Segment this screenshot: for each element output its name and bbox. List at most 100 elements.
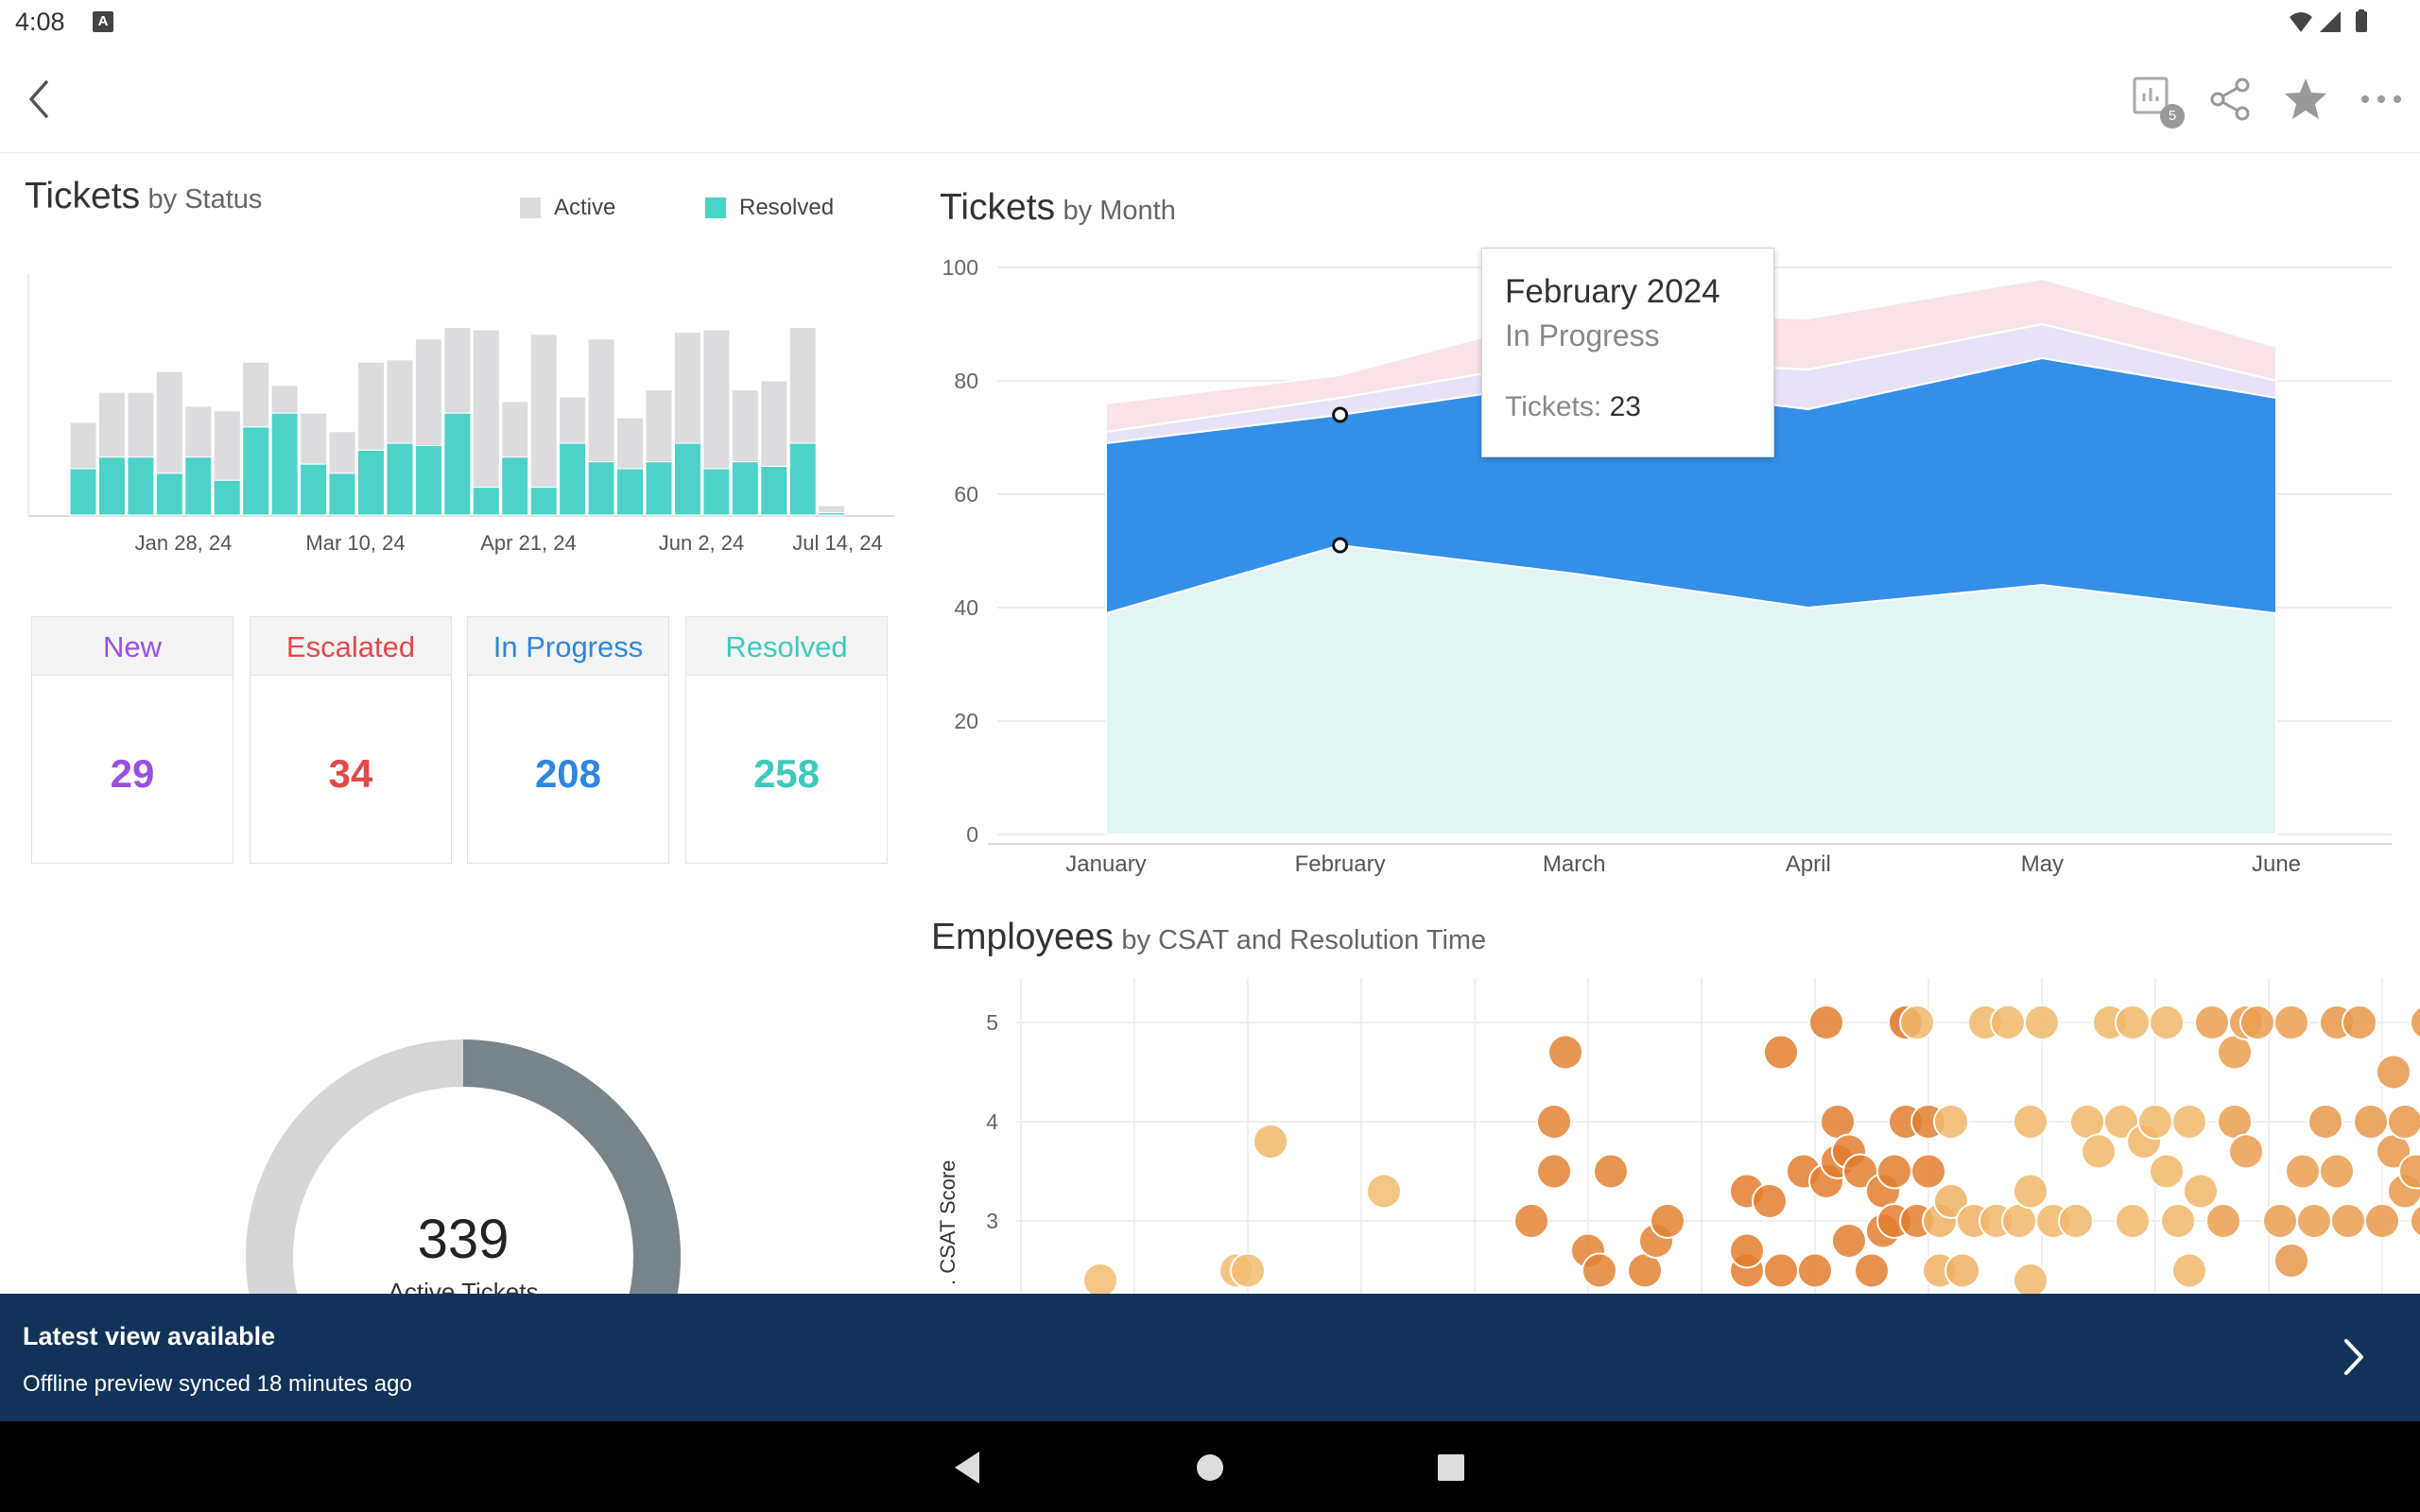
tooltip-metric: Tickets: 23 (1505, 391, 1751, 423)
tooltip-metric-label: Tickets: (1505, 391, 1602, 422)
scatter-point (2137, 1104, 2173, 1140)
more-options-button[interactable] (2348, 66, 2414, 132)
bar-resolved (501, 456, 529, 516)
kpi-value-new: 29 (110, 751, 155, 796)
kpi-label-resolved: Resolved (686, 617, 887, 676)
tickets-by-month-title: Tickets by Month (940, 187, 1176, 229)
active-tickets-donut[interactable] (227, 1030, 700, 1294)
scatter-point (2239, 1005, 2275, 1040)
bar-active (270, 385, 299, 414)
x-tick-label: April (1786, 851, 1831, 877)
scatter-point (2171, 1104, 2207, 1140)
bar-active (127, 391, 155, 458)
bar-resolved (559, 442, 587, 516)
bar-resolved (270, 412, 299, 516)
x-tick-label: March (1543, 851, 1606, 877)
bar-resolved (155, 472, 183, 516)
chart-title-sub: by Month (1063, 196, 1176, 226)
scatter-point (2364, 1203, 2400, 1239)
scatter-point (2013, 1263, 2048, 1294)
donut-total: 339 (417, 1209, 510, 1270)
kpi-value-escalated: 34 (328, 751, 373, 796)
bar-active (184, 405, 213, 458)
bar-resolved (731, 461, 759, 516)
y-tick-label: 20 (954, 709, 978, 733)
status-app-icon: A (93, 11, 113, 32)
bar-active (472, 329, 500, 489)
y-tick-label: 3 (986, 1209, 998, 1233)
bar-active (587, 338, 615, 463)
scatter-point (2149, 1005, 2185, 1040)
favorite-button[interactable] (2273, 66, 2339, 132)
kpi-value-in-progress: 208 (534, 751, 602, 796)
chart-title-main: Tickets (940, 187, 1056, 228)
chevron-right-icon[interactable] (2335, 1333, 2373, 1381)
scatter-point (1831, 1223, 1867, 1259)
back-button[interactable] (8, 66, 74, 132)
x-tick-label: Apr 21, 24 (480, 531, 577, 555)
nav-back-icon[interactable] (945, 1444, 993, 1491)
bar-active (731, 389, 759, 463)
latest-view-banner[interactable]: Latest view available Offline preview sy… (0, 1294, 2420, 1421)
chart-title-main: Tickets (25, 176, 141, 216)
bar-active (443, 327, 472, 414)
x-tick-label: Jul 14, 24 (792, 531, 882, 555)
scatter-point (1082, 1263, 1118, 1294)
x-tick-label: Mar 10, 24 (305, 531, 405, 555)
scatter-point (2342, 1005, 2377, 1040)
scatter-point (2262, 1203, 2298, 1239)
scatter-point (2024, 1005, 2060, 1040)
bar-active (673, 331, 701, 444)
y-tick-label: 60 (954, 482, 978, 507)
scatter-point (2273, 1005, 2309, 1040)
chart-tooltip: February 2024 In Progress Tickets: 23 (1481, 248, 1774, 457)
scatter-point (2353, 1104, 2389, 1140)
bar-resolved (300, 463, 328, 516)
bar-active (818, 505, 846, 514)
scatter-point (2194, 1005, 2230, 1040)
legend-label-resolved: Resolved (739, 195, 835, 220)
views-icon (2133, 77, 2169, 114)
share-button[interactable] (2197, 66, 2263, 132)
employees-chart-title: Employees by CSAT and Resolution Time (931, 917, 1486, 958)
bar-resolved (529, 487, 558, 516)
y-tick-label: 4 (986, 1109, 998, 1134)
kpi-card-resolved[interactable]: Resolved 258 (685, 616, 888, 864)
views-count-badge: 5 (2160, 104, 2185, 129)
bar-active (69, 421, 97, 470)
scatter-point (2228, 1133, 2264, 1170)
bar-active (328, 431, 356, 474)
status-bar: 4:08 A (0, 0, 2420, 47)
legend-resolved[interactable]: Resolved (705, 195, 834, 221)
bar-active (702, 329, 731, 470)
scatter-point (1945, 1252, 1980, 1289)
employees-scatter-chart[interactable]: 3 4 5 . CSAT Score (926, 973, 2420, 1294)
nav-home-icon[interactable] (1186, 1444, 1234, 1491)
bar-resolved (242, 426, 270, 516)
scatter-point (1536, 1104, 1572, 1140)
scatter-point (2330, 1203, 2366, 1239)
bar-resolved (818, 512, 846, 516)
scatter-point (1933, 1183, 1969, 1219)
bar-active (760, 380, 788, 468)
scatter-point (2398, 1153, 2420, 1190)
scatter-point (1808, 1005, 1844, 1040)
views-button[interactable]: 5 (2120, 66, 2187, 132)
scatter-point (1854, 1252, 1890, 1289)
wifi-icon (2290, 12, 2312, 32)
legend-active[interactable]: Active (520, 195, 615, 221)
y-tick-label: 5 (986, 1010, 998, 1035)
banner-subtitle: Offline preview synced 18 minutes ago (23, 1371, 412, 1397)
kpi-card-escalated[interactable]: Escalated 34 (250, 616, 452, 864)
kpi-card-new[interactable]: New 29 (31, 616, 233, 864)
chart-title-main: Employees (931, 917, 1114, 957)
scatter-point (1582, 1252, 1617, 1289)
scatter-point (1547, 1034, 1583, 1071)
x-tick-label: February (1295, 851, 1386, 877)
nav-recents-icon[interactable] (1427, 1444, 1475, 1491)
status-time: 4:08 (15, 8, 65, 36)
kpi-label-in-progress: In Progress (468, 617, 668, 676)
scatter-point (2081, 1133, 2117, 1170)
tickets-by-status-chart[interactable]: Jan 28, 24 Mar 10, 24 Apr 21, 24 Jun 2, 24 J… (25, 274, 894, 567)
kpi-card-in-progress[interactable]: In Progress 208 (467, 616, 669, 864)
